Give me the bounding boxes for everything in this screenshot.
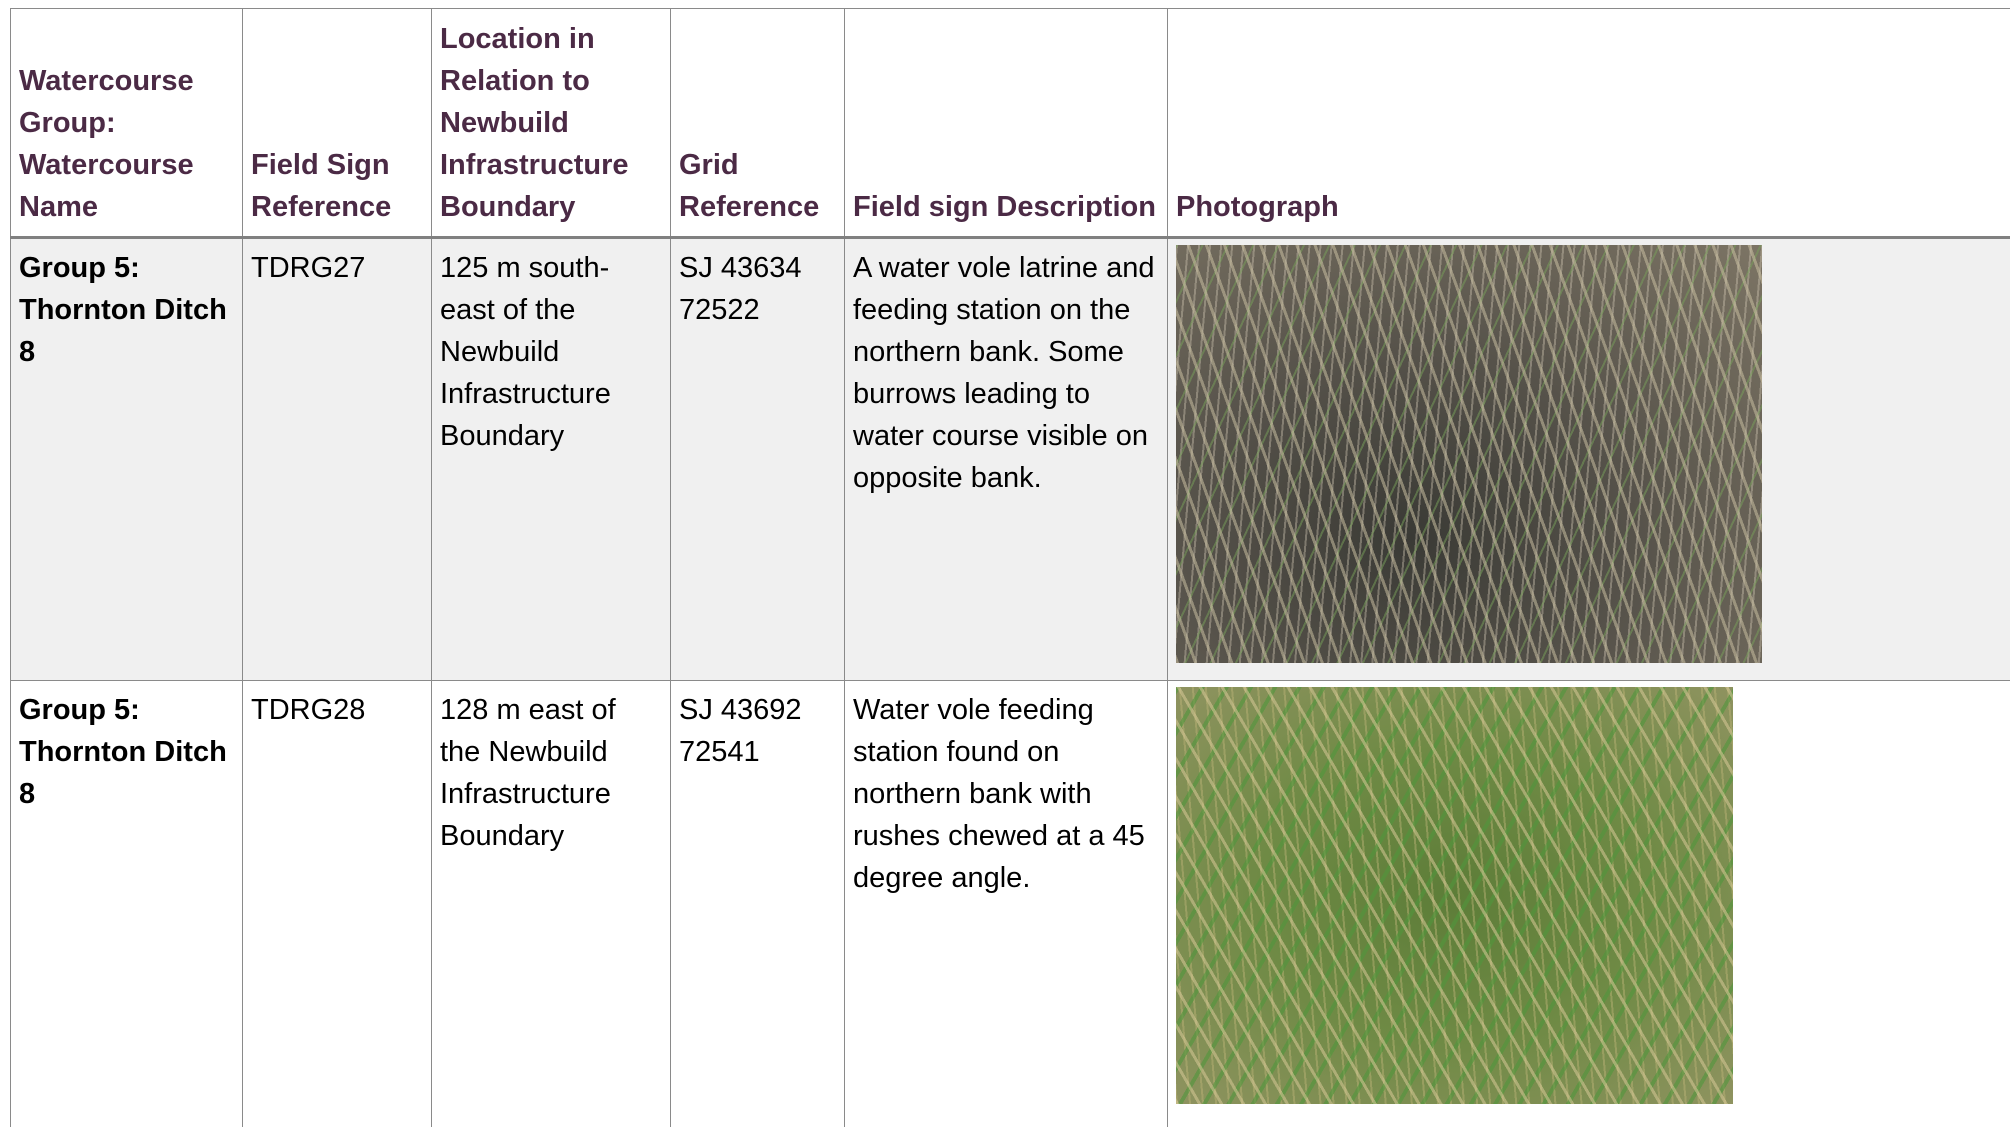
cell: Water vole feeding station found on nort…: [845, 681, 1168, 1127]
header-cell: Photograph: [1168, 9, 2010, 238]
cell: 125 m south-east of the Newbuild Infrast…: [432, 238, 671, 681]
photo-cell: [1168, 681, 2010, 1127]
header-cell: Field Sign Reference: [243, 9, 432, 238]
cell: SJ 43692 72541: [671, 681, 845, 1127]
cell: 128 m east of the Newbuild Infrastructur…: [432, 681, 671, 1127]
cell: A water vole latrine and feeding station…: [845, 238, 1168, 681]
cell: Group 5: Thornton Ditch 8: [11, 681, 243, 1127]
cell: TDRG28: [243, 681, 432, 1127]
field-sign-table: Watercourse Group: Watercourse Name Fiel…: [10, 8, 2010, 1127]
header-row: Watercourse Group: Watercourse Name Fiel…: [11, 9, 2010, 238]
photograph: [1176, 245, 1762, 663]
cell: Group 5: Thornton Ditch 8: [11, 238, 243, 681]
header-cell: Field sign Description: [845, 9, 1168, 238]
photograph: [1176, 687, 1733, 1104]
table-row: Group 5: Thornton Ditch 8 TDRG27 125 m s…: [11, 238, 2010, 681]
cell: TDRG27: [243, 238, 432, 681]
photo-cell: [1168, 238, 2010, 681]
header-cell: Grid Reference: [671, 9, 845, 238]
cell: SJ 43634 72522: [671, 238, 845, 681]
header-cell: Location in Relation to Newbuild Infrast…: [432, 9, 671, 238]
header-cell: Watercourse Group: Watercourse Name: [11, 9, 243, 238]
table-row: Group 5: Thornton Ditch 8 TDRG28 128 m e…: [11, 681, 2010, 1127]
